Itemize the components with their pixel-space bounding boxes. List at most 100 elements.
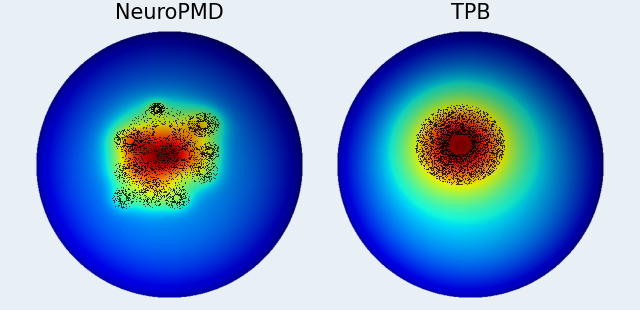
Point (194, 179, 204, 184)
Point (421, 125, 431, 130)
Point (415, 153, 425, 158)
Point (445, 149, 456, 154)
Point (172, 124, 182, 129)
Point (465, 164, 475, 169)
Point (138, 115, 148, 120)
Point (154, 202, 164, 207)
Point (481, 129, 492, 134)
Point (134, 144, 144, 148)
Point (429, 137, 440, 142)
Point (443, 170, 453, 175)
Point (200, 148, 211, 153)
Point (123, 161, 133, 166)
Point (150, 182, 161, 187)
Point (159, 148, 169, 153)
Point (140, 126, 150, 131)
Point (194, 167, 204, 172)
Point (148, 183, 158, 188)
Point (444, 179, 454, 184)
Point (451, 157, 461, 162)
Point (446, 134, 456, 139)
Point (437, 142, 447, 147)
Point (499, 147, 509, 152)
Point (449, 106, 459, 111)
Point (429, 128, 440, 133)
Point (454, 169, 464, 174)
Point (172, 164, 182, 169)
Point (435, 128, 445, 133)
Point (420, 130, 431, 135)
Point (167, 133, 177, 138)
Point (495, 125, 505, 130)
Point (197, 130, 207, 135)
Point (442, 120, 452, 125)
Point (140, 145, 150, 150)
Point (435, 158, 445, 163)
Point (461, 151, 472, 156)
Point (484, 152, 495, 157)
Point (127, 195, 138, 200)
Point (131, 146, 141, 151)
Point (142, 179, 152, 184)
Point (138, 160, 148, 165)
Point (472, 138, 482, 143)
Point (412, 137, 422, 142)
Point (148, 105, 159, 110)
Point (470, 167, 480, 172)
Point (161, 197, 172, 202)
Point (467, 130, 477, 135)
Point (172, 151, 182, 156)
Point (200, 112, 211, 117)
Point (470, 142, 481, 147)
Point (154, 181, 164, 186)
Point (152, 194, 163, 199)
Point (150, 143, 161, 148)
Point (157, 160, 167, 165)
Point (446, 149, 456, 154)
Point (184, 159, 194, 164)
Point (150, 111, 161, 116)
Point (465, 147, 475, 152)
Point (166, 164, 176, 169)
Point (148, 195, 159, 200)
Point (435, 167, 445, 172)
Point (183, 113, 193, 118)
Point (186, 169, 196, 174)
Point (188, 157, 198, 162)
Point (148, 169, 159, 174)
Point (433, 111, 444, 116)
Point (486, 124, 496, 129)
Point (153, 117, 163, 122)
Point (170, 199, 180, 204)
Point (447, 156, 457, 161)
Point (140, 196, 150, 201)
Point (457, 172, 467, 177)
Point (154, 105, 164, 110)
Point (443, 166, 453, 171)
Point (429, 145, 440, 150)
Point (456, 161, 467, 166)
Point (435, 137, 445, 142)
Point (453, 114, 463, 119)
Point (136, 135, 146, 140)
Point (125, 141, 135, 146)
Point (154, 162, 164, 166)
Point (465, 170, 475, 175)
Point (157, 168, 168, 173)
Point (426, 129, 436, 134)
Point (442, 104, 452, 109)
Point (195, 159, 205, 164)
Point (141, 162, 152, 167)
Point (170, 160, 180, 165)
Point (461, 161, 472, 166)
Point (467, 133, 477, 138)
Point (145, 183, 156, 188)
Point (483, 118, 493, 123)
Point (431, 153, 441, 158)
Point (148, 176, 159, 181)
Point (497, 140, 507, 145)
Point (444, 150, 454, 155)
Point (467, 144, 477, 149)
Point (433, 160, 444, 165)
Point (413, 156, 423, 161)
